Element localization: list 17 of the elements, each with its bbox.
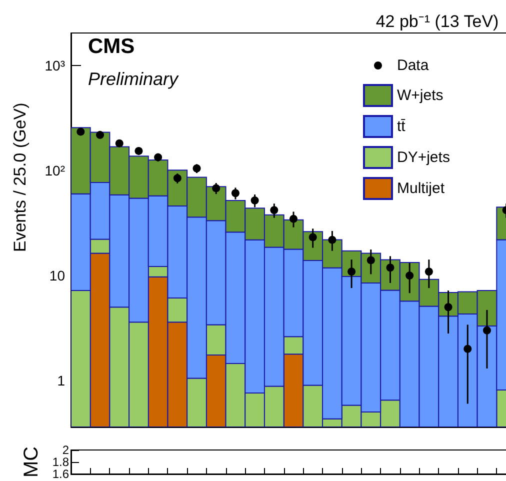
chart-title: 42 pb⁻¹ (13 TeV): [376, 12, 499, 31]
legend-label: DY+jets: [397, 148, 450, 166]
legend-label: Data: [397, 56, 430, 74]
y-tick-label: 1.8: [52, 455, 70, 469]
annotation: CMS: [88, 35, 135, 58]
legend-label: tt̄: [397, 118, 406, 135]
y-tick-label: 10: [49, 268, 66, 284]
y-tick-label: 2: [62, 443, 70, 457]
annotation: Preliminary: [88, 69, 180, 89]
y-tick-label: 1: [57, 372, 66, 388]
legend-label: W+jets: [397, 86, 444, 104]
y-tick-label: 10³: [44, 58, 66, 74]
y-tick-label: 10²: [44, 162, 66, 179]
y-axis-title: MC: [20, 446, 42, 478]
y-axis-title: Events / 25.0 (GeV): [10, 102, 30, 252]
legend-label: Multijet: [397, 180, 446, 197]
y-tick-label: 1.6: [52, 467, 70, 481]
